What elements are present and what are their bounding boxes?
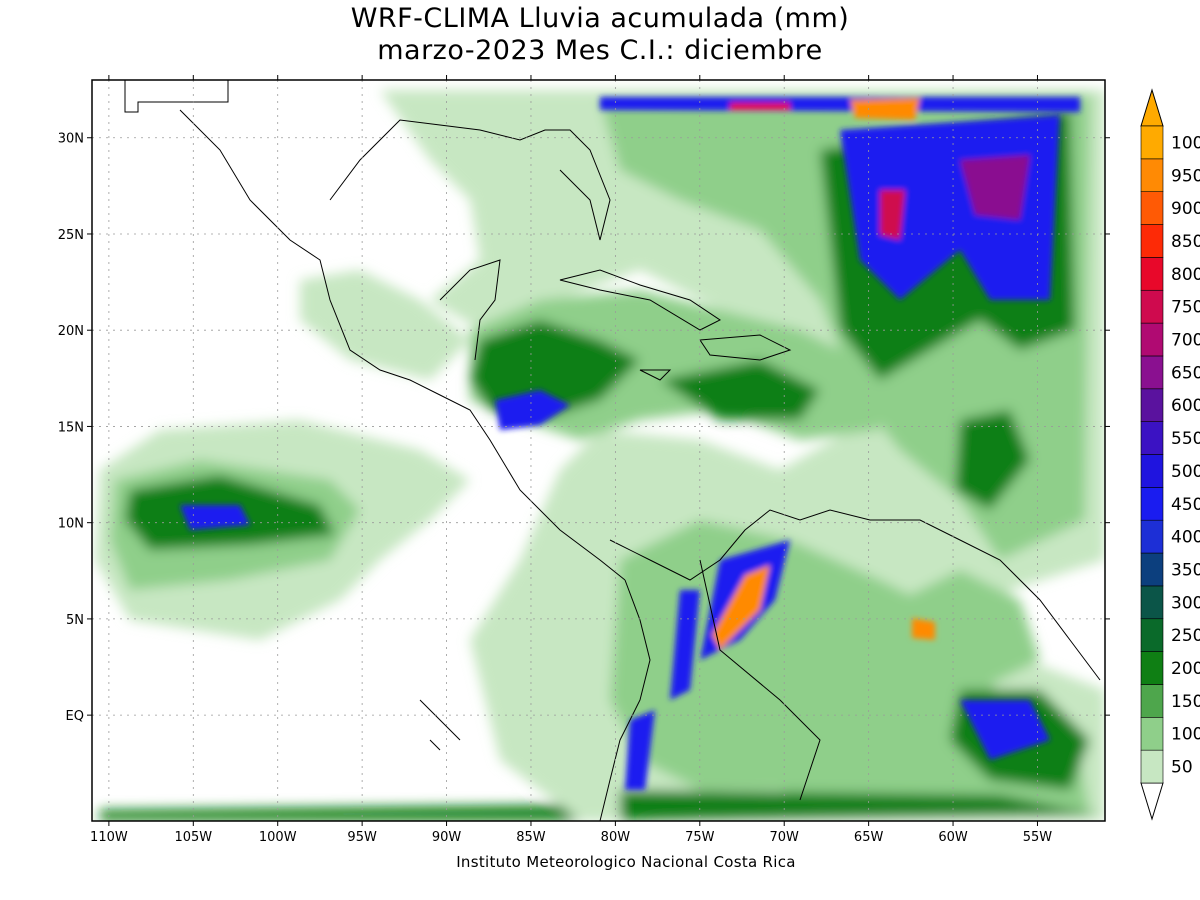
lat-tick-label: 20N: [58, 324, 84, 339]
precip-area: [470, 320, 640, 420]
coastlines: [124, 80, 1101, 821]
colorbar-swatch: [1140, 519, 1164, 554]
lon-tick-label: 105W: [174, 830, 212, 845]
colorbar-label: 50: [1171, 758, 1193, 778]
map-frame: [91, 79, 1106, 822]
colorbar-label: 350: [1171, 560, 1200, 580]
colorbar-label: 100: [1171, 133, 1200, 153]
precip-hotspot: [912, 618, 935, 640]
precip-core: [180, 505, 250, 530]
lon-tick-label: 55W: [1023, 830, 1053, 845]
precip-area: [300, 270, 470, 380]
precip-hotspot: [880, 190, 905, 240]
lon-tick-label: 60W: [938, 830, 968, 845]
colorbar-label: 850: [1171, 232, 1200, 252]
chart-title-line2: marzo-2023 Mes C.I.: diciembre: [377, 35, 823, 66]
lon-tick-label: 95W: [347, 830, 377, 845]
colorbar-swatch: [1140, 421, 1164, 455]
precipitation-field: [95, 90, 1105, 821]
colorbar-label: 450: [1171, 495, 1200, 515]
colorbar-label: 600: [1171, 396, 1200, 416]
lon-tick-label: 70W: [770, 830, 800, 845]
axis-ticks: [87, 75, 1110, 826]
colorbar-swatch: [1140, 684, 1164, 718]
precip-area: [955, 410, 1030, 510]
colorbar-swatch: [1140, 749, 1164, 784]
colorbar-swatch: [1140, 355, 1164, 390]
lon-tick-label: 90W: [432, 830, 462, 845]
colorbar-label: 700: [1171, 331, 1200, 351]
colorbar-label: 650: [1171, 363, 1200, 383]
colorbar-swatch: [1140, 257, 1164, 291]
colorbar-swatch: [1140, 651, 1164, 685]
lon-tick-label: 110W: [90, 830, 128, 845]
lon-tick-label: 85W: [516, 830, 546, 845]
colorbar-swatch: [1140, 585, 1164, 620]
colorbar-label: 200: [1171, 659, 1200, 679]
lon-tick-label: 75W: [685, 830, 715, 845]
colorbar-swatch: [1140, 552, 1164, 587]
precip-hotspot: [850, 98, 920, 120]
precip-hotspot: [730, 103, 790, 110]
colorbar-swatch: [1140, 618, 1164, 652]
lat-tick-label: 10N: [58, 517, 84, 532]
colorbar-swatch: [1140, 322, 1164, 357]
axis-tick-labels: 110W 105W 100W 95W 90W 85W 80W 75W 70W 65W 60W 55W 3…: [58, 132, 1053, 845]
colorbar-label: 250: [1171, 626, 1200, 646]
colorbar-swatch: [1140, 487, 1164, 521]
lon-tick-label: 100W: [259, 830, 297, 845]
precip-area: [620, 790, 1100, 821]
colorbar-swatch: [1140, 158, 1164, 193]
precip-core: [495, 390, 570, 430]
colorbar-over-triangle: [1140, 88, 1164, 127]
colorbar-label: 900: [1171, 199, 1200, 219]
precip-area: [900, 570, 1040, 690]
colorbar-label: 500: [1171, 462, 1200, 482]
colorbar-label: 800: [1171, 265, 1200, 285]
colorbar-label: 150: [1171, 692, 1200, 712]
credit-text: Instituto Meteorologico Nacional Costa R…: [456, 853, 796, 871]
lat-tick-label: 5N: [66, 613, 84, 628]
chart-title-line1: WRF-CLIMA Lluvia acumulada (mm): [350, 3, 850, 34]
colorbar-swatch: [1140, 289, 1164, 324]
lat-tick-label: 15N: [58, 420, 84, 435]
colorbar-under-triangle: [1140, 782, 1164, 821]
colorbar-swatch: [1140, 191, 1164, 225]
colorbar-label: 550: [1171, 429, 1200, 449]
colorbar-swatch: [1140, 454, 1164, 488]
colorbar-swatch: [1140, 125, 1164, 160]
colorbar-label: 400: [1171, 528, 1200, 548]
lon-tick-label: 65W: [854, 830, 884, 845]
precip-hotspot: [712, 565, 770, 650]
precip-core: [625, 710, 655, 790]
lon-tick-label: 80W: [601, 830, 631, 845]
map-gridlines: [92, 80, 1105, 821]
precip-core: [600, 97, 1080, 112]
lat-tick-label: 30N: [58, 132, 84, 147]
colorbar-swatch: [1140, 716, 1164, 751]
lat-tick-label: EQ: [66, 709, 84, 724]
colorbar-swatch: [1140, 224, 1164, 258]
lat-tick-label: 25N: [58, 228, 84, 243]
colorbar-swatch: [1140, 388, 1164, 422]
colorbar: 50 100 150 200 250 300 350 400 450 500 550 600 650 70…: [1140, 88, 1200, 821]
precip-core: [670, 590, 700, 700]
precip-hotspot: [960, 155, 1030, 220]
precip-area: [100, 805, 580, 821]
colorbar-label: 300: [1171, 593, 1200, 613]
colorbar-label: 950: [1171, 166, 1200, 186]
colorbar-label: 100: [1171, 725, 1200, 745]
colorbar-label: 750: [1171, 298, 1200, 318]
